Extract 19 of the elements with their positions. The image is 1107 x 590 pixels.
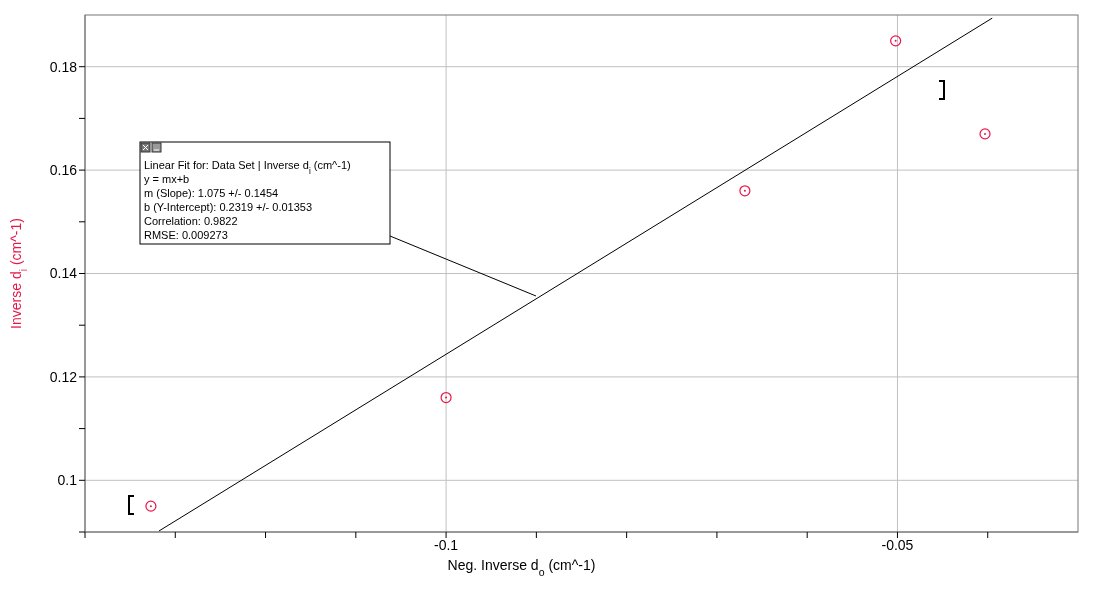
x-tick-label: -0.05 <box>881 536 914 553</box>
x-tick-label: -0.1 <box>434 536 459 553</box>
y-tick-label: 0.18 <box>49 58 78 75</box>
annotation: m (Slope): 1.075 +/- 0.1454 <box>144 187 279 199</box>
x-axis-title: Neg. Inverse d$_{o}$ (cm^-1) <box>447 557 596 578</box>
annotation: RMSE: 0.009273 <box>144 229 228 241</box>
point <box>145 500 157 512</box>
point <box>979 128 991 140</box>
point <box>739 185 751 197</box>
y-tick-label: 0.16 <box>49 162 78 179</box>
annotation: y = mx+b <box>144 173 190 185</box>
annotation: Linear Fit for: Data Set | Inverse d$_{i}$ (cm^-1) <box>144 159 351 176</box>
annotation: b (Y-Intercept): 0.2319 +/- 0.01353 <box>144 201 313 213</box>
point <box>440 391 452 404</box>
y-tick-label: 0.12 <box>49 368 78 385</box>
annotation: Correlation: 0.9822 <box>144 215 238 227</box>
y-tick-label: 0.14 <box>49 265 78 282</box>
y-tick-label: 0.1 <box>57 472 78 489</box>
point <box>890 35 902 47</box>
